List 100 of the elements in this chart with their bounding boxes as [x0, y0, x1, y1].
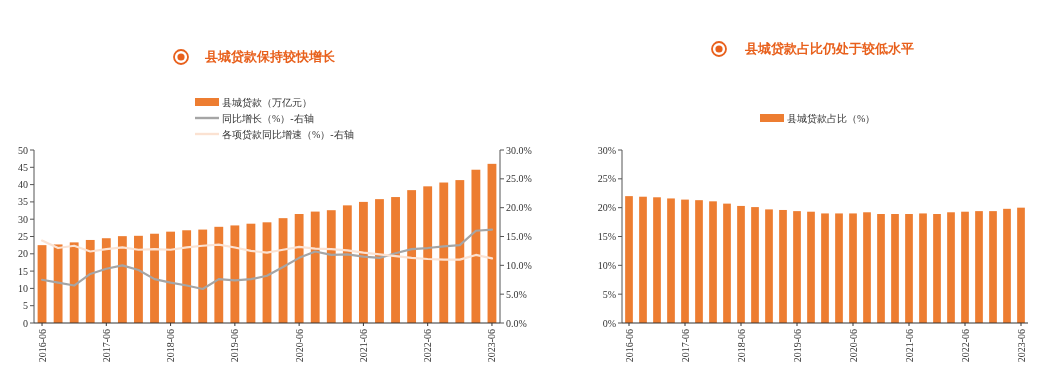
y2-tick-label: 20.0% [506, 202, 532, 214]
y-tick-label: 45 [18, 161, 28, 173]
bar [214, 226, 224, 323]
bar [230, 225, 240, 323]
legend-label: 同比增长（%）-右轴 [222, 112, 314, 124]
bar [439, 182, 449, 323]
bar [891, 214, 899, 323]
bar [117, 236, 127, 323]
x-tick-label: 2016-06 [36, 329, 48, 363]
line-series [40, 228, 494, 291]
bar [85, 239, 95, 323]
bar [765, 209, 773, 323]
line-series [40, 239, 494, 261]
bar [134, 235, 143, 323]
bar [779, 209, 787, 323]
x-tick-label: 2018-06 [735, 329, 747, 363]
y-tick-label: 35 [18, 196, 28, 208]
bar [359, 201, 368, 323]
bar [391, 197, 400, 323]
bar [919, 213, 927, 323]
x-tick-label: 2020-06 [847, 329, 859, 363]
bar [625, 196, 633, 323]
bar [639, 196, 647, 323]
bar [150, 233, 159, 323]
y-tick-label: 20% [597, 202, 616, 214]
bar [793, 211, 801, 323]
bar [1017, 207, 1025, 323]
y2-tick-label: 15.0% [506, 231, 532, 242]
y2-tick-label: 25.0% [506, 173, 532, 185]
bar [53, 244, 63, 323]
bar [653, 197, 661, 323]
y-tick-label: 30 [18, 213, 28, 225]
bar [342, 205, 352, 323]
y-tick-label: 5% [602, 288, 616, 300]
bar [375, 199, 384, 323]
bar [863, 212, 871, 323]
bar [326, 210, 336, 323]
chart-title: 县城贷款占比仍处于较低水平 [744, 41, 914, 56]
y-tick-label: 40 [18, 179, 28, 191]
chart-title: 县城贷款保持较快增长 [204, 49, 336, 64]
x-tick-label: 2017-06 [679, 329, 691, 363]
bar [681, 199, 689, 323]
bar [310, 211, 320, 323]
y-tick-label: 0 [23, 317, 28, 329]
y-tick-label: 30% [597, 144, 616, 156]
x-tick-label: 2021-06 [357, 329, 369, 363]
bar [723, 203, 731, 323]
y-tick-label: 25 [18, 231, 28, 242]
bar [835, 213, 843, 323]
x-tick-label: 2019-06 [791, 329, 803, 363]
bar [294, 214, 304, 323]
bar [709, 201, 717, 323]
bar [961, 211, 969, 323]
bar [933, 214, 941, 323]
x-tick-label: 2023-06 [1015, 329, 1027, 363]
y-tick-label: 0% [602, 317, 616, 329]
bar [849, 213, 857, 323]
bar [821, 213, 829, 323]
bar [407, 190, 417, 323]
bar [455, 180, 465, 323]
x-tick-label: 2016-06 [623, 329, 635, 363]
bar [947, 212, 955, 323]
bar [182, 230, 192, 323]
x-tick-label: 2021-06 [903, 329, 915, 363]
bar [101, 238, 111, 323]
x-tick-label: 2019-06 [229, 329, 241, 363]
y-tick-label: 25% [597, 173, 616, 185]
y-tick-label: 15 [18, 265, 28, 277]
bar [423, 186, 433, 323]
x-tick-label: 2017-06 [100, 329, 112, 363]
bar [166, 231, 175, 323]
y-tick-label: 15% [597, 231, 616, 242]
bar [667, 198, 675, 323]
bar [751, 207, 759, 323]
legend-label: 县城贷款占比（%） [787, 112, 876, 124]
bar [695, 200, 703, 323]
legend-label: 各项贷款同比增速（%）-右轴 [222, 128, 354, 140]
bar [877, 214, 885, 323]
bar [975, 211, 983, 323]
bar [989, 211, 997, 323]
bar [471, 169, 481, 323]
bar [69, 242, 79, 323]
y-tick-label: 20 [18, 248, 28, 260]
bar [807, 211, 815, 323]
bar [1003, 208, 1011, 323]
y2-tick-label: 5.0% [506, 288, 527, 300]
x-tick-label: 2020-06 [293, 329, 305, 363]
y-tick-label: 10 [18, 282, 28, 294]
y2-tick-label: 30.0% [506, 144, 532, 156]
bar [737, 205, 745, 323]
x-tick-label: 2018-06 [165, 329, 177, 363]
y2-tick-label: 10.0% [506, 259, 532, 271]
y-tick-label: 50 [18, 144, 28, 156]
x-tick-label: 2022-06 [959, 329, 971, 363]
legend-label: 县城贷款（万亿元） [222, 96, 312, 108]
y2-tick-label: 0.0% [506, 317, 527, 329]
y-tick-label: 5 [23, 300, 28, 312]
x-tick-label: 2023-06 [486, 329, 498, 363]
bar [905, 214, 913, 323]
x-tick-label: 2022-06 [422, 329, 434, 363]
